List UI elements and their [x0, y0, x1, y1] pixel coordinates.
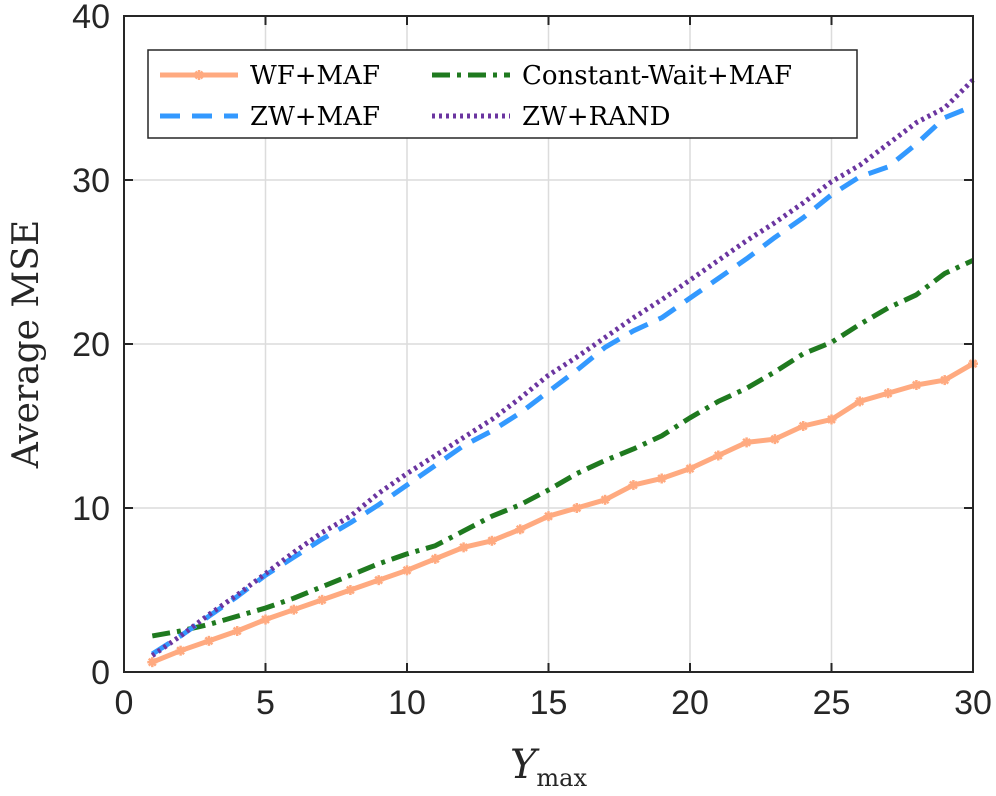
data-point	[232, 626, 243, 636]
data-point	[600, 494, 611, 505]
series-group	[147, 78, 978, 668]
data-point	[260, 614, 271, 625]
data-point	[883, 388, 894, 399]
ticks: 0 5 10 15 20 25 30 0 10 20 30 40	[72, 0, 992, 722]
data-point	[147, 657, 158, 668]
data-point	[458, 542, 469, 553]
data-point	[741, 437, 752, 448]
legend-item: WF+MAF	[160, 61, 380, 91]
x-tick-label: 0	[115, 684, 134, 722]
data-point	[911, 380, 922, 390]
series-line	[151, 258, 975, 639]
legend-label: Constant-Wait+MAF	[522, 61, 792, 91]
legend-label: ZW+MAF	[250, 102, 380, 132]
x-axis-label-main: Y	[510, 742, 540, 788]
data-point	[854, 396, 865, 407]
data-point	[373, 575, 384, 586]
data-point	[656, 473, 667, 484]
data-point	[628, 480, 639, 491]
series-line	[151, 361, 975, 665]
legend-item: ZW+MAF	[160, 102, 380, 132]
y-tick-label: 20	[72, 326, 110, 364]
series-line	[150, 78, 975, 658]
data-point	[685, 463, 695, 474]
legend-label: ZW+RAND	[522, 102, 671, 132]
series-3	[150, 78, 975, 658]
x-tick-label: 10	[388, 684, 426, 722]
y-tick-label: 40	[72, 0, 110, 36]
x-tick-label: 20	[671, 684, 709, 722]
data-point	[402, 565, 412, 576]
y-tick-label: 0	[91, 654, 110, 692]
data-point	[288, 604, 299, 615]
legend-item: ZW+RAND	[432, 102, 671, 132]
series-1	[151, 258, 975, 639]
x-tick-label: 15	[530, 684, 568, 722]
series-0	[147, 358, 978, 668]
data-point	[713, 450, 724, 461]
y-axis-label: Average MSE	[6, 220, 47, 469]
data-point	[826, 414, 837, 425]
data-point	[203, 635, 214, 646]
x-axis-label-subscript: max	[536, 764, 587, 792]
data-point	[798, 421, 809, 431]
legend-box	[147, 49, 858, 139]
legend-item: Constant-Wait+MAF	[432, 61, 792, 91]
data-point	[317, 594, 328, 605]
series-2	[150, 103, 974, 657]
data-point	[543, 511, 554, 522]
data-point	[515, 524, 526, 535]
y-tick-label: 10	[72, 490, 110, 528]
data-point	[769, 434, 780, 445]
data-point	[939, 375, 950, 386]
data-point	[175, 645, 186, 656]
data-point	[345, 585, 356, 595]
data-point	[571, 503, 582, 513]
series-line	[150, 103, 974, 657]
x-axis-label: Ymax	[510, 742, 587, 792]
y-tick-label: 30	[72, 162, 110, 200]
x-tick-label: 5	[256, 684, 275, 722]
data-point	[486, 535, 497, 546]
legend: WF+MAF Constant-Wait+MAF ZW+MAF ZW+RAND	[147, 49, 858, 139]
x-tick-label: 30	[954, 684, 992, 722]
legend-label: WF+MAF	[250, 61, 380, 91]
data-point	[430, 553, 441, 564]
legend-marker	[194, 70, 204, 80]
x-tick-label: 25	[813, 684, 851, 722]
